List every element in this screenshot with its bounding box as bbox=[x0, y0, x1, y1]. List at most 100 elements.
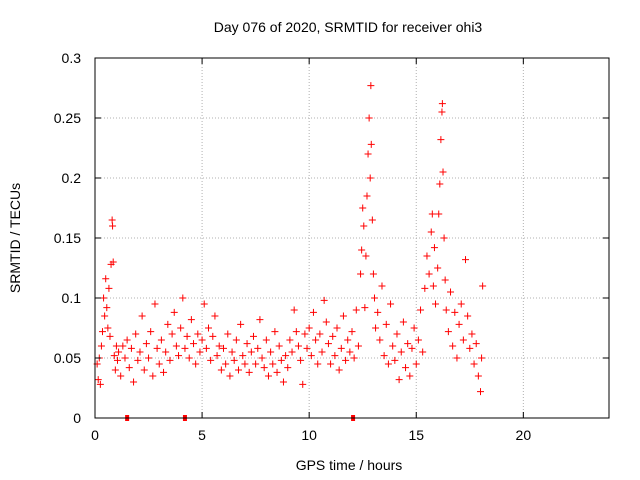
data-point bbox=[442, 306, 450, 314]
data-point bbox=[479, 282, 487, 290]
data-point bbox=[374, 308, 382, 316]
y-tick-label: 0.05 bbox=[54, 350, 81, 366]
data-point bbox=[105, 284, 113, 292]
data-point bbox=[358, 246, 366, 254]
data-point bbox=[243, 340, 251, 348]
y-tick-label: 0.25 bbox=[54, 110, 81, 126]
x-tick-label: 0 bbox=[91, 427, 99, 443]
data-point bbox=[436, 180, 444, 188]
data-point bbox=[194, 330, 202, 338]
data-point bbox=[441, 276, 449, 284]
data-point bbox=[110, 352, 118, 360]
data-point bbox=[97, 342, 105, 350]
data-point bbox=[228, 348, 236, 356]
data-point bbox=[213, 352, 221, 360]
data-point bbox=[132, 330, 140, 338]
data-point bbox=[260, 364, 268, 372]
data-point bbox=[109, 258, 117, 266]
y-tick-label: 0.15 bbox=[54, 230, 81, 246]
data-point bbox=[462, 256, 470, 264]
data-point bbox=[365, 114, 373, 122]
data-point bbox=[408, 344, 416, 352]
data-point bbox=[96, 380, 104, 388]
data-point bbox=[102, 275, 110, 283]
data-point bbox=[346, 348, 354, 356]
data-point bbox=[316, 330, 324, 338]
data-point bbox=[106, 332, 114, 340]
data-point bbox=[237, 320, 245, 328]
data-point bbox=[104, 324, 112, 332]
data-point bbox=[157, 336, 165, 344]
data-point bbox=[215, 342, 223, 350]
data-point bbox=[249, 332, 257, 340]
data-point bbox=[382, 320, 390, 328]
data-point bbox=[335, 366, 343, 374]
data-point bbox=[327, 360, 335, 368]
data-point bbox=[245, 368, 253, 376]
data-point bbox=[267, 348, 275, 356]
data-point bbox=[140, 366, 148, 374]
data-point bbox=[207, 356, 215, 364]
data-point bbox=[288, 348, 296, 356]
data-point bbox=[294, 342, 302, 350]
data-point bbox=[447, 288, 455, 296]
y-tick-label: 0 bbox=[73, 410, 81, 426]
x-axis-label: GPS time / hours bbox=[296, 457, 403, 473]
data-points bbox=[93, 82, 487, 421]
data-point bbox=[387, 300, 395, 308]
chart-title: Day 076 of 2020, SRMTID for receiver ohi… bbox=[214, 19, 483, 35]
data-point bbox=[153, 344, 161, 352]
data-point bbox=[359, 204, 367, 212]
data-point bbox=[103, 304, 111, 312]
data-point bbox=[331, 352, 339, 360]
data-point bbox=[312, 336, 320, 344]
data-point bbox=[372, 324, 380, 332]
data-point bbox=[399, 318, 407, 326]
data-point bbox=[239, 352, 247, 360]
data-point bbox=[395, 376, 403, 384]
grid-lines bbox=[95, 58, 609, 418]
data-point bbox=[279, 378, 287, 386]
data-point bbox=[314, 360, 322, 368]
data-point bbox=[437, 136, 445, 144]
data-point bbox=[209, 332, 217, 340]
data-point bbox=[472, 340, 480, 348]
data-point bbox=[419, 348, 427, 356]
data-point bbox=[367, 82, 375, 90]
data-point bbox=[252, 360, 260, 368]
data-point bbox=[389, 342, 397, 350]
data-point bbox=[393, 330, 401, 338]
data-point bbox=[226, 372, 234, 380]
data-point bbox=[179, 294, 187, 302]
data-point bbox=[360, 222, 368, 230]
data-point bbox=[290, 306, 298, 314]
data-point bbox=[402, 364, 410, 372]
data-point bbox=[444, 328, 452, 336]
data-point bbox=[187, 316, 195, 324]
data-point bbox=[352, 306, 360, 314]
data-point bbox=[130, 378, 138, 386]
data-point bbox=[155, 360, 163, 368]
data-point bbox=[292, 328, 300, 336]
data-point bbox=[142, 340, 150, 348]
data-point bbox=[100, 294, 108, 302]
data-point bbox=[414, 336, 422, 344]
data-point bbox=[166, 356, 174, 364]
plot-frame bbox=[94, 57, 610, 419]
data-point bbox=[477, 388, 484, 396]
data-point bbox=[406, 372, 414, 380]
data-point bbox=[183, 332, 191, 340]
data-point bbox=[111, 366, 119, 374]
x-tick-label: 15 bbox=[408, 427, 424, 443]
data-point bbox=[367, 140, 375, 148]
data-point bbox=[478, 354, 486, 362]
data-point bbox=[428, 210, 436, 218]
data-point bbox=[94, 376, 102, 384]
data-point bbox=[258, 354, 266, 362]
data-point bbox=[192, 360, 200, 368]
data-point bbox=[264, 372, 272, 380]
data-point bbox=[357, 270, 365, 278]
data-point bbox=[273, 368, 281, 376]
data-point bbox=[430, 244, 438, 252]
data-point bbox=[168, 330, 176, 338]
